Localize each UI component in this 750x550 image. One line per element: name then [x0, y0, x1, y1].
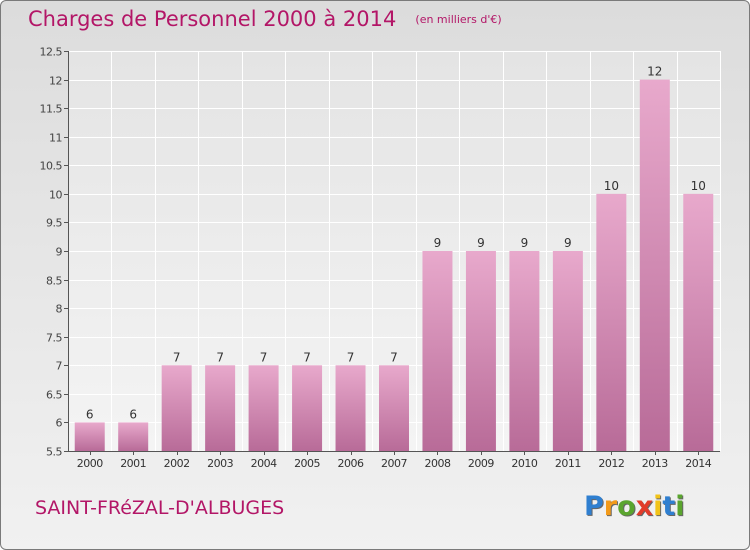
data-label: 7	[390, 350, 398, 364]
bar-2010	[509, 251, 540, 451]
logo-letter: t	[662, 491, 676, 522]
data-label: 7	[303, 350, 311, 364]
data-label: 9	[477, 236, 485, 250]
x-tick-label: 2002	[164, 457, 190, 470]
bar-2013	[639, 79, 670, 452]
bars	[74, 79, 714, 452]
bar-2001	[118, 422, 149, 451]
x-tick-label: 2004	[251, 457, 277, 470]
x-tick-label: 2006	[338, 457, 364, 470]
bar-2005	[292, 365, 323, 451]
axes	[64, 51, 720, 455]
data-label: 12	[647, 65, 662, 79]
x-tick-label: 2000	[77, 457, 103, 470]
bar-2000	[74, 422, 105, 451]
data-label: 7	[216, 350, 224, 364]
x-tick-label: 2009	[468, 457, 494, 470]
labels: 5.5 6 6.5 7 7.5 8 8.5 9 9.5 10 10.5 11 11.5 12 12.5 6 20…	[40, 46, 713, 471]
y-tick-label: 11	[49, 132, 62, 145]
bar-2003	[205, 365, 236, 451]
y-tick-label: 6	[56, 417, 63, 430]
bar-2014	[683, 193, 714, 451]
x-tick-label: 2013	[642, 457, 668, 470]
y-tick-label: 5.5	[46, 446, 62, 459]
x-tick-label: 2011	[555, 457, 581, 470]
x-tick-label: 2008	[424, 457, 450, 470]
bar-2008	[422, 251, 453, 451]
logo-letter: i	[675, 491, 685, 522]
bar-2007	[379, 365, 409, 451]
data-label: 9	[521, 236, 529, 250]
logo-letter: r	[603, 491, 618, 522]
y-tick-label: 12	[49, 75, 62, 88]
x-tick-label: 2007	[381, 457, 407, 470]
data-label: 9	[564, 236, 572, 250]
data-label: 6	[129, 407, 137, 421]
y-tick-label: 10	[49, 189, 62, 202]
data-label: 6	[86, 407, 94, 421]
y-tick-label: 12.5	[40, 46, 63, 59]
y-tick-label: 6.5	[46, 389, 62, 402]
y-tick-label: 8.5	[46, 275, 62, 288]
data-label: 9	[434, 236, 442, 250]
data-label: 10	[604, 179, 619, 193]
data-label: 7	[260, 350, 268, 364]
data-label: 7	[347, 350, 355, 364]
logo-letter: P	[584, 491, 604, 522]
commune-name: SAINT-FRéZAL-D'ALBUGES	[35, 497, 285, 519]
bar-2002	[161, 365, 192, 451]
y-tick-label: 9.5	[46, 217, 62, 230]
logo-letter: o	[617, 491, 636, 522]
bar-2012	[596, 193, 627, 451]
chart-title: Charges de Personnel 2000 à 2014	[28, 7, 397, 31]
y-tick-label: 7.5	[46, 332, 62, 345]
y-tick-label: 10.5	[40, 160, 63, 173]
data-label: 7	[173, 350, 181, 364]
logo-letter: x	[635, 491, 654, 522]
bar-2011	[552, 251, 583, 451]
chart-subtitle: (en milliers d'€)	[415, 13, 502, 26]
data-label: 10	[691, 179, 706, 193]
title-line: Charges de Personnel 2000 à 2014 (en mil…	[28, 7, 502, 31]
bar-2009	[465, 251, 496, 451]
x-tick-label: 2010	[511, 457, 537, 470]
y-tick-label: 7	[56, 360, 63, 373]
logo-letter: i	[653, 491, 663, 522]
y-tick-label: 9	[56, 246, 63, 259]
x-tick-label: 2014	[685, 457, 711, 470]
x-tick-label: 2003	[207, 457, 233, 470]
x-tick-label: 2005	[294, 457, 320, 470]
x-tick-label: 2012	[598, 457, 624, 470]
bar-2004	[248, 365, 279, 451]
proxiti-logo[interactable]: Proxiti	[584, 491, 685, 522]
bar-2006	[335, 365, 366, 451]
y-tick-label: 8	[56, 303, 63, 316]
x-tick-label: 2001	[120, 457, 146, 470]
y-tick-label: 11.5	[40, 103, 63, 116]
